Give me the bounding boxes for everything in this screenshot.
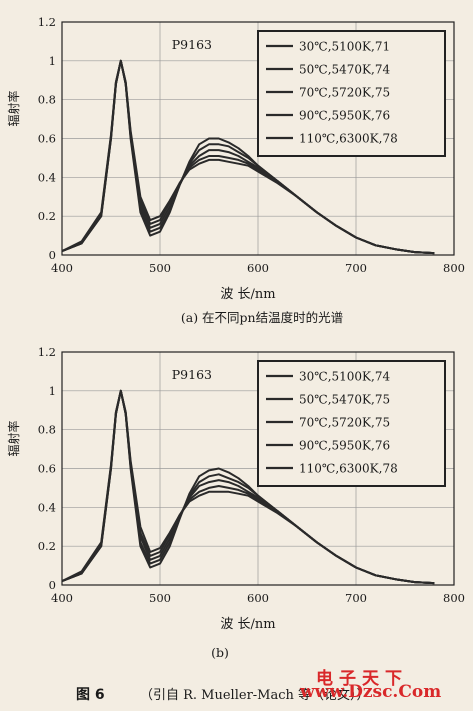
watermark-line2: www.Dzsc.Com xyxy=(300,682,442,702)
series-line-5 xyxy=(61,59,435,255)
panel-caption: (a) 在不同pn结温度时的光谱 xyxy=(181,310,343,325)
x-tick-label: 500 xyxy=(149,591,171,605)
watermark-logo: 电子天下 www.Dzsc.Com xyxy=(300,669,470,708)
y-tick-label: 0.8 xyxy=(38,93,56,107)
legend-entry: 30℃,5100K,74 xyxy=(299,370,390,384)
legend-entry: 50℃,5470K,74 xyxy=(299,63,390,77)
y-tick-label: 0.6 xyxy=(38,132,56,146)
y-tick-label: 0.6 xyxy=(38,462,56,476)
legend-entry: 90℃,5950K,76 xyxy=(299,439,390,453)
y-tick-label: 0.8 xyxy=(38,423,56,437)
chart-panel-b: 400 500 600 700 800 0 0.2 0.4 0.6 0.8 1 1.2 波 长/nm 辐射… xyxy=(6,345,465,660)
legend-box xyxy=(257,30,446,157)
legend-box xyxy=(257,360,446,487)
x-tick-label: 400 xyxy=(51,591,73,605)
chart-title: P9163 xyxy=(172,367,212,382)
y-tick-label: 0 xyxy=(49,578,56,592)
x-tick-label: 800 xyxy=(443,261,465,275)
y-tick-label: 1.2 xyxy=(38,345,56,359)
y-tick-label: 0.2 xyxy=(38,209,56,223)
x-tick-label: 700 xyxy=(345,591,367,605)
series-line-5 xyxy=(61,389,435,585)
figure-source: （引自 R. Mueller-Mach 等（论文）） xyxy=(140,688,370,703)
watermark-line1: 电子天下 xyxy=(316,669,408,689)
legend-entry: 70℃,5720K,75 xyxy=(299,86,390,100)
y-tick-label: 1.2 xyxy=(38,15,56,29)
y-tick-label: 0 xyxy=(49,248,56,262)
x-tick-label: 800 xyxy=(443,591,465,605)
plot-frame xyxy=(61,21,455,256)
x-tick-label: 600 xyxy=(247,591,269,605)
figure-number: 图 6 xyxy=(76,687,105,703)
x-tick-label: 400 xyxy=(51,261,73,275)
x-axis-label: 波 长/nm xyxy=(220,287,275,302)
legend-entry: 70℃,5720K,75 xyxy=(299,416,390,430)
y-tick-label: 1 xyxy=(49,384,56,398)
y-axis-label: 辐射率 xyxy=(6,420,21,456)
legend-entry: 30℃,5100K,71 xyxy=(299,40,390,54)
figure-caption-bar: 图 6 （引自 R. Mueller-Mach 等（论文）） 电子天下 www.… xyxy=(0,669,473,708)
plot-frame xyxy=(61,351,455,586)
legend-entry: 50℃,5470K,75 xyxy=(299,393,390,407)
legend-entry: 110℃,6300K,78 xyxy=(299,132,398,146)
y-axis-label: 辐射率 xyxy=(6,90,21,126)
legend-entry: 110℃,6300K,78 xyxy=(299,462,398,476)
x-tick-label: 600 xyxy=(247,261,269,275)
y-tick-label: 0.4 xyxy=(38,500,56,514)
x-tick-label: 500 xyxy=(149,261,171,275)
y-tick-label: 0.4 xyxy=(38,170,56,184)
legend-entry: 90℃,5950K,76 xyxy=(299,109,390,123)
x-axis-label: 波 长/nm xyxy=(220,617,275,632)
y-tick-label: 1 xyxy=(49,54,56,68)
x-tick-label: 700 xyxy=(345,261,367,275)
panel-caption: (b) xyxy=(211,645,229,660)
chart-panel-a: 400 500 600 700 800 0 0.2 0.4 0.6 0.8 1 1.2 波 长/nm 辐射… xyxy=(6,15,465,325)
y-tick-label: 0.2 xyxy=(38,539,56,553)
chart-title: P9163 xyxy=(172,37,212,52)
